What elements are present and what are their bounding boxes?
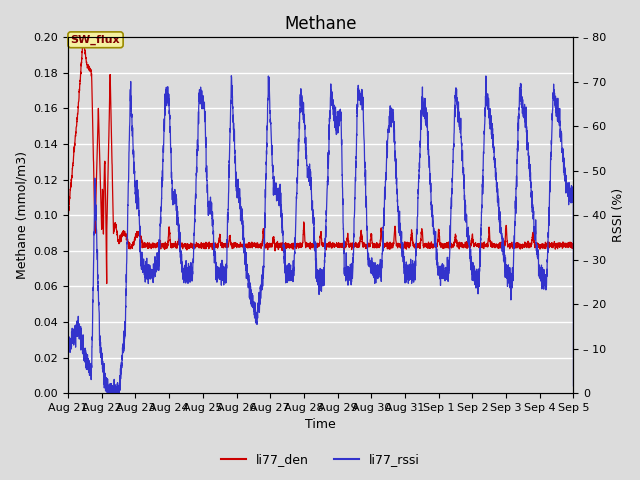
Y-axis label: RSSI (%): RSSI (%) (612, 188, 625, 242)
Title: Methane: Methane (285, 15, 357, 33)
Legend: li77_den, li77_rssi: li77_den, li77_rssi (216, 448, 424, 471)
Y-axis label: Methane (mmol/m3): Methane (mmol/m3) (15, 151, 28, 279)
X-axis label: Time: Time (305, 419, 336, 432)
Text: SW_flux: SW_flux (71, 35, 120, 45)
